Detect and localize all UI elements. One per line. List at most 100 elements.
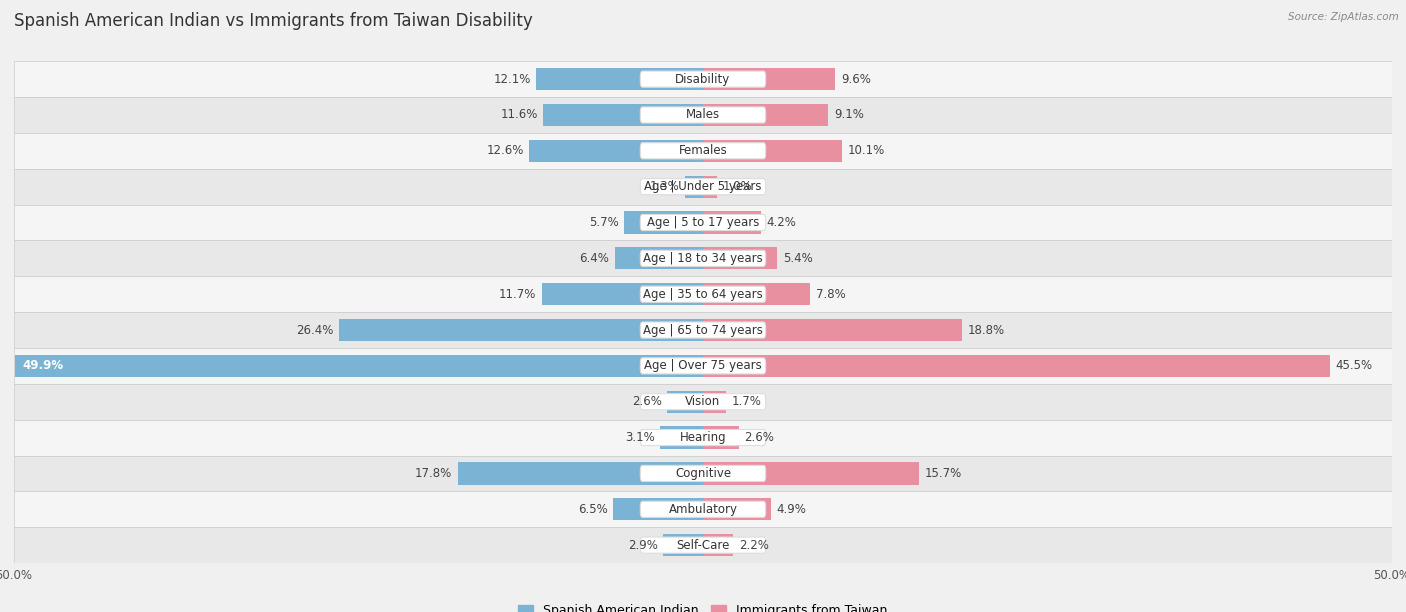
Bar <box>703 498 770 520</box>
FancyBboxPatch shape <box>14 312 1392 348</box>
Text: 6.5%: 6.5% <box>578 503 607 516</box>
Text: 12.6%: 12.6% <box>486 144 524 157</box>
Bar <box>685 176 703 198</box>
Bar <box>703 211 761 234</box>
Bar <box>703 68 835 90</box>
FancyBboxPatch shape <box>640 465 766 482</box>
Text: 17.8%: 17.8% <box>415 467 453 480</box>
Text: 11.7%: 11.7% <box>499 288 536 300</box>
Text: Age | 65 to 74 years: Age | 65 to 74 years <box>643 324 763 337</box>
FancyBboxPatch shape <box>640 394 766 410</box>
Bar <box>703 462 920 485</box>
Bar <box>541 283 703 305</box>
Text: Males: Males <box>686 108 720 121</box>
FancyBboxPatch shape <box>14 61 1392 97</box>
Text: 15.7%: 15.7% <box>925 467 962 480</box>
Text: Age | 35 to 64 years: Age | 35 to 64 years <box>643 288 763 300</box>
FancyBboxPatch shape <box>14 169 1392 204</box>
FancyBboxPatch shape <box>640 179 766 195</box>
Text: 18.8%: 18.8% <box>967 324 1005 337</box>
Text: 9.1%: 9.1% <box>834 108 863 121</box>
FancyBboxPatch shape <box>14 455 1392 491</box>
Text: 2.2%: 2.2% <box>738 539 769 551</box>
Text: Cognitive: Cognitive <box>675 467 731 480</box>
Bar <box>614 247 703 269</box>
FancyBboxPatch shape <box>14 97 1392 133</box>
Text: 2.6%: 2.6% <box>744 431 775 444</box>
FancyBboxPatch shape <box>14 348 1392 384</box>
Text: Age | 18 to 34 years: Age | 18 to 34 years <box>643 252 763 265</box>
FancyBboxPatch shape <box>640 501 766 517</box>
Text: 4.2%: 4.2% <box>766 216 796 229</box>
Bar <box>703 427 738 449</box>
Bar <box>703 176 717 198</box>
Text: Ambulatory: Ambulatory <box>668 503 738 516</box>
Bar <box>703 390 727 413</box>
Bar <box>543 104 703 126</box>
Text: Age | Over 75 years: Age | Over 75 years <box>644 359 762 372</box>
Text: 1.7%: 1.7% <box>733 395 762 408</box>
Bar <box>703 534 734 556</box>
FancyBboxPatch shape <box>640 71 766 87</box>
Text: 2.6%: 2.6% <box>631 395 662 408</box>
Bar <box>703 104 828 126</box>
FancyBboxPatch shape <box>14 241 1392 276</box>
Text: 9.6%: 9.6% <box>841 73 870 86</box>
Text: Age | Under 5 years: Age | Under 5 years <box>644 180 762 193</box>
Bar <box>668 390 703 413</box>
Text: Vision: Vision <box>685 395 721 408</box>
Bar <box>703 247 778 269</box>
Bar <box>458 462 703 485</box>
Bar <box>703 319 962 341</box>
Bar <box>703 355 1330 377</box>
FancyBboxPatch shape <box>14 491 1392 527</box>
Text: Self-Care: Self-Care <box>676 539 730 551</box>
Bar <box>15 355 703 377</box>
Text: Females: Females <box>679 144 727 157</box>
FancyBboxPatch shape <box>14 384 1392 420</box>
Bar <box>624 211 703 234</box>
Text: 11.6%: 11.6% <box>501 108 537 121</box>
Text: 1.0%: 1.0% <box>723 180 752 193</box>
Text: 10.1%: 10.1% <box>848 144 884 157</box>
FancyBboxPatch shape <box>14 420 1392 455</box>
FancyBboxPatch shape <box>14 527 1392 563</box>
Text: 5.7%: 5.7% <box>589 216 619 229</box>
Bar <box>339 319 703 341</box>
Text: Spanish American Indian vs Immigrants from Taiwan Disability: Spanish American Indian vs Immigrants fr… <box>14 12 533 30</box>
FancyBboxPatch shape <box>640 250 766 266</box>
FancyBboxPatch shape <box>640 430 766 446</box>
Text: 26.4%: 26.4% <box>297 324 333 337</box>
FancyBboxPatch shape <box>14 133 1392 169</box>
Bar <box>536 68 703 90</box>
Bar <box>613 498 703 520</box>
FancyBboxPatch shape <box>640 322 766 338</box>
Text: 45.5%: 45.5% <box>1336 359 1372 372</box>
FancyBboxPatch shape <box>640 286 766 302</box>
FancyBboxPatch shape <box>14 204 1392 241</box>
FancyBboxPatch shape <box>640 214 766 231</box>
Bar <box>703 140 842 162</box>
Legend: Spanish American Indian, Immigrants from Taiwan: Spanish American Indian, Immigrants from… <box>513 599 893 612</box>
Text: 5.4%: 5.4% <box>783 252 813 265</box>
FancyBboxPatch shape <box>640 107 766 123</box>
Text: 49.9%: 49.9% <box>22 359 63 372</box>
Text: Hearing: Hearing <box>679 431 727 444</box>
Bar <box>703 283 810 305</box>
Text: Age | 5 to 17 years: Age | 5 to 17 years <box>647 216 759 229</box>
Text: 3.1%: 3.1% <box>626 431 655 444</box>
Text: 4.9%: 4.9% <box>776 503 806 516</box>
Text: 7.8%: 7.8% <box>815 288 846 300</box>
Text: 12.1%: 12.1% <box>494 73 531 86</box>
Bar <box>530 140 703 162</box>
Text: Source: ZipAtlas.com: Source: ZipAtlas.com <box>1288 12 1399 22</box>
FancyBboxPatch shape <box>640 143 766 159</box>
FancyBboxPatch shape <box>640 358 766 374</box>
Text: 6.4%: 6.4% <box>579 252 609 265</box>
Text: 1.3%: 1.3% <box>650 180 679 193</box>
Bar <box>664 534 703 556</box>
FancyBboxPatch shape <box>640 537 766 553</box>
Text: Disability: Disability <box>675 73 731 86</box>
Bar <box>661 427 703 449</box>
FancyBboxPatch shape <box>14 276 1392 312</box>
